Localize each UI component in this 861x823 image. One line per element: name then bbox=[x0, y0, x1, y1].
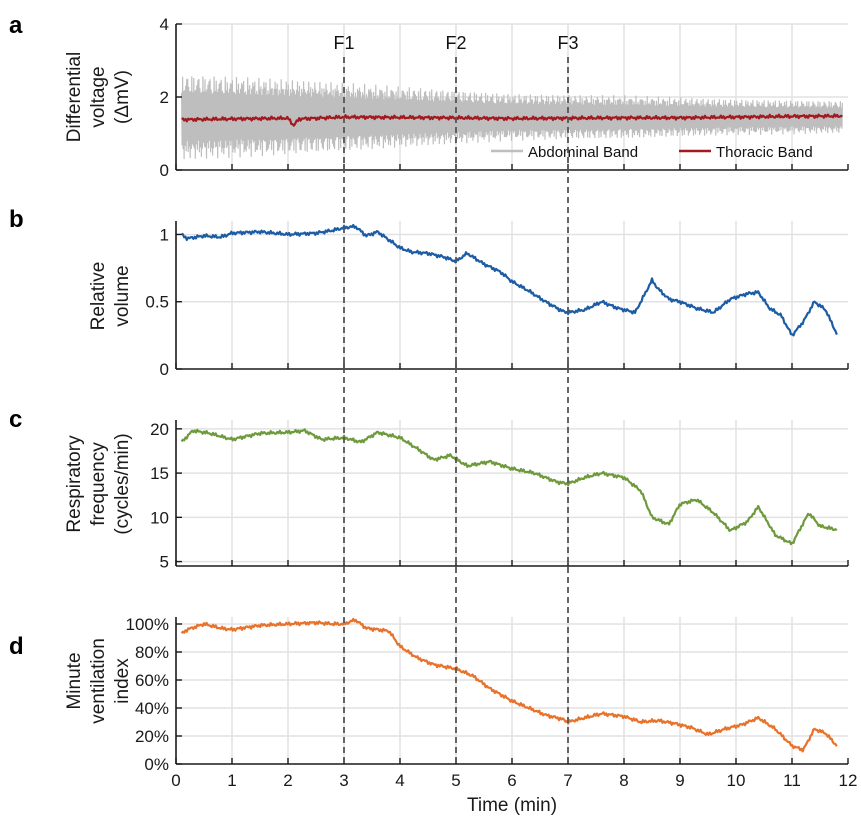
y-tick-label: 15 bbox=[150, 464, 169, 483]
y-tick-label: 0 bbox=[160, 360, 169, 379]
x-tick-label: 3 bbox=[339, 771, 348, 790]
y-axis-title: Minute bbox=[64, 652, 85, 709]
series-d-0 bbox=[180, 617, 838, 753]
y-axis-title: (ΔmV) bbox=[112, 70, 133, 124]
legend-label: Thoracic Band bbox=[716, 144, 813, 161]
y-axis-title: ventilation bbox=[88, 638, 109, 724]
y-axis-title: Respiratory bbox=[64, 435, 85, 533]
y-axis-title: volume bbox=[112, 265, 133, 326]
x-tick-label: 5 bbox=[451, 771, 460, 790]
series-c-0 bbox=[180, 428, 838, 546]
panel-letter: b bbox=[9, 206, 24, 233]
y-tick-label: 10 bbox=[150, 508, 169, 527]
y-axis-title: voltage bbox=[88, 66, 109, 127]
x-tick-label: 12 bbox=[839, 771, 858, 790]
legend-label: Abdominal Band bbox=[528, 144, 638, 161]
event-markers: F1 F2 F3 bbox=[333, 33, 579, 764]
panel-c: 5 10 15 20 c Respiratory frequency (cycles/min) bbox=[9, 406, 849, 572]
y-tick-label: 0.5 bbox=[145, 293, 169, 312]
x-tick-label: 6 bbox=[507, 771, 516, 790]
y-tick-label: 20% bbox=[135, 727, 169, 746]
panel-d: 0% 20% 40% 60% 80% 100% d Minute ventilation inde… bbox=[9, 615, 849, 774]
x-tick-label: 9 bbox=[675, 771, 684, 790]
y-axis-title: index bbox=[112, 658, 133, 704]
y-axis-title: (cycles/min) bbox=[112, 433, 133, 534]
y-tick-label: 80% bbox=[135, 643, 169, 662]
y-tick-label: 1 bbox=[160, 225, 169, 244]
panel-letter: c bbox=[9, 406, 22, 433]
y-tick-label: 20 bbox=[150, 420, 169, 439]
panel-letter: d bbox=[9, 633, 24, 660]
x-tick-label: 4 bbox=[395, 771, 404, 790]
panel-a: 0 2 4 a Differential voltage (ΔmV) Abdominal Ba… bbox=[9, 12, 849, 180]
y-tick-label: 5 bbox=[160, 553, 169, 572]
marker-label-f1: F1 bbox=[333, 33, 354, 53]
x-tick-label: 11 bbox=[783, 771, 801, 790]
y-tick-label: 2 bbox=[160, 88, 169, 107]
y-tick-label: 0% bbox=[144, 755, 169, 774]
y-axis-title: Differential bbox=[64, 52, 85, 142]
panel-letter: a bbox=[9, 12, 23, 39]
y-tick-label: 4 bbox=[160, 15, 169, 34]
y-tick-label: 100% bbox=[126, 615, 169, 634]
series-abdominal-band bbox=[181, 76, 843, 159]
y-tick-label: 0 bbox=[160, 161, 169, 180]
grid-lines bbox=[176, 221, 848, 369]
grid-lines bbox=[176, 617, 848, 764]
y-tick-label: 40% bbox=[135, 699, 169, 718]
marker-label-f3: F3 bbox=[557, 33, 578, 53]
grid-lines bbox=[176, 420, 848, 566]
x-tick-label: 2 bbox=[283, 771, 292, 790]
series-thoracic-band bbox=[181, 113, 843, 127]
panels-layer: 0 2 4 a Differential voltage (ΔmV) Abdominal Ba… bbox=[9, 12, 849, 774]
x-axis: Time (min) 0 1 2 3 4 5 6 7 8 9 10 11 12 bbox=[171, 771, 857, 816]
legend: Abdominal Band Thoracic Band bbox=[491, 144, 813, 161]
panel-b: 0 0.5 1 b Relative volume bbox=[9, 206, 849, 379]
x-axis-title: Time (min) bbox=[467, 795, 557, 816]
series-b-0 bbox=[181, 223, 838, 337]
x-tick-label: 0 bbox=[171, 771, 180, 790]
y-axis-title: frequency bbox=[88, 442, 109, 526]
x-tick-label: 8 bbox=[619, 771, 628, 790]
marker-label-f2: F2 bbox=[445, 33, 466, 53]
x-tick-label: 10 bbox=[727, 771, 746, 790]
x-tick-label: 7 bbox=[563, 771, 572, 790]
y-axis-title: Relative bbox=[88, 262, 109, 331]
x-tick-label: 1 bbox=[227, 771, 236, 790]
y-tick-label: 60% bbox=[135, 671, 169, 690]
